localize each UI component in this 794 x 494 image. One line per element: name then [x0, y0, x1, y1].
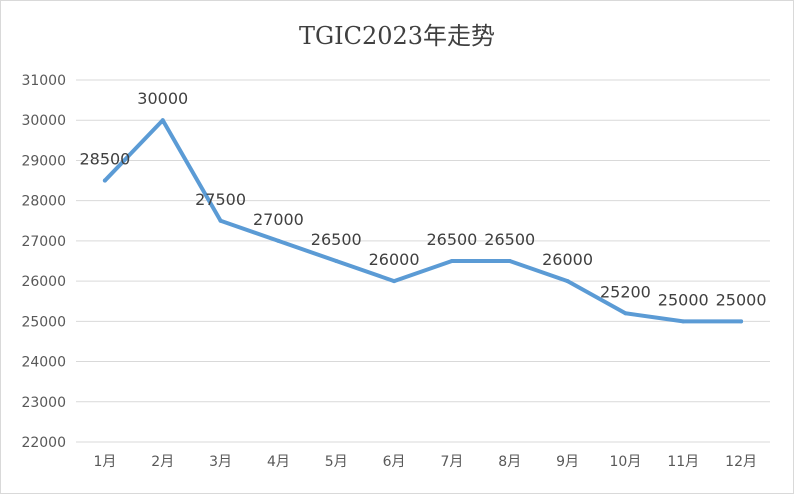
data-label: 26000 [369, 250, 420, 269]
y-tick-label: 29000 [21, 153, 66, 169]
x-tick-label: 4月 [267, 454, 290, 470]
data-point [623, 311, 628, 316]
x-tick-label: 8月 [498, 454, 521, 470]
x-tick-label: 5月 [325, 454, 348, 470]
data-point [102, 178, 107, 183]
data-point [507, 259, 512, 263]
data-point [218, 218, 223, 223]
data-label: 25000 [716, 290, 767, 309]
data-point [565, 279, 570, 284]
data-label: 28500 [79, 150, 130, 169]
data-label: 26500 [311, 230, 362, 249]
series-line [102, 118, 744, 324]
data-label: 26500 [484, 230, 535, 249]
x-tick-label: 2月 [151, 454, 174, 470]
x-tick-label: 11月 [667, 454, 699, 470]
x-tick-label: 6月 [383, 454, 406, 470]
data-label: 26000 [542, 250, 593, 269]
data-point [160, 118, 165, 123]
data-label: 25200 [600, 282, 651, 301]
y-tick-label: 30000 [21, 113, 66, 129]
data-label: 25000 [658, 290, 709, 309]
data-point [739, 319, 744, 324]
data-label: 27000 [253, 210, 304, 229]
y-tick-label: 28000 [21, 194, 66, 210]
y-tick-label: 25000 [21, 314, 66, 330]
data-point [681, 319, 686, 324]
data-point [392, 279, 397, 284]
y-tick-label: 26000 [21, 274, 66, 290]
y-tick-label: 22000 [21, 435, 66, 451]
data-point [334, 259, 339, 263]
x-tick-label: 12月 [725, 454, 757, 470]
x-tick-label: 9月 [556, 454, 579, 470]
data-label: 30000 [137, 89, 188, 108]
y-tick-label: 31000 [21, 73, 66, 89]
chart-title: TGIC2023年走势 [298, 22, 496, 50]
x-tick-label: 3月 [209, 454, 232, 470]
y-tick-label: 27000 [21, 234, 66, 250]
data-point [276, 238, 281, 243]
data-point [449, 259, 454, 263]
x-tick-label: 10月 [610, 454, 642, 470]
y-tick-label: 24000 [21, 355, 66, 371]
data-label: 27500 [195, 190, 246, 209]
x-tick-label: 7月 [440, 454, 463, 470]
y-tick-label: 23000 [21, 395, 66, 411]
x-tick-label: 1月 [93, 454, 116, 470]
data-label: 26500 [426, 230, 477, 249]
